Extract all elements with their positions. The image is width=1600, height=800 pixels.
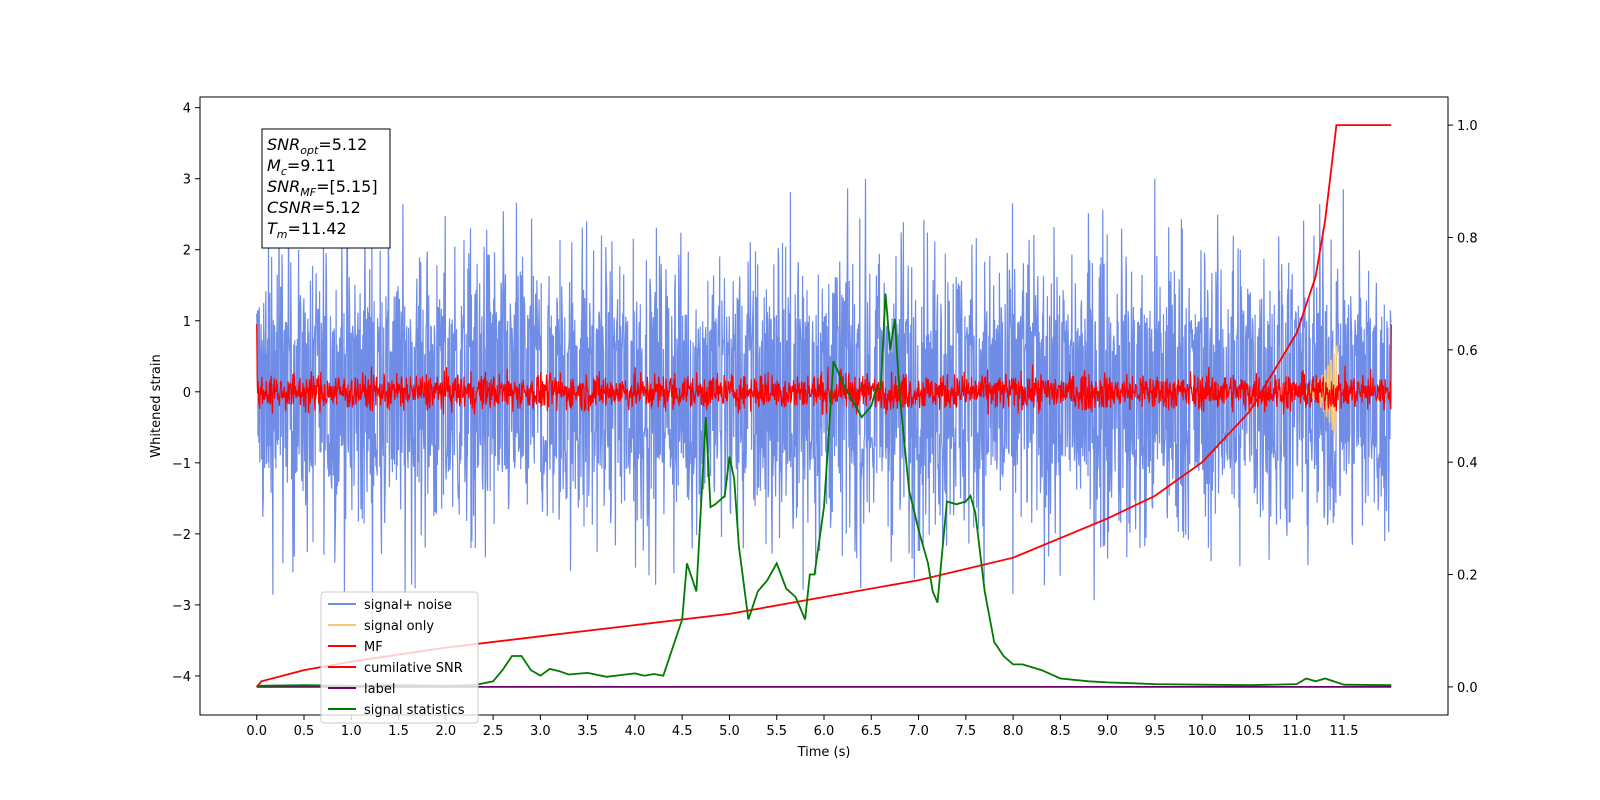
x-tick-label: 10.5 xyxy=(1235,724,1264,739)
y-tick-label: 4 xyxy=(183,102,191,117)
annotation-tm: Tm=11.42 xyxy=(267,219,347,241)
x-tick-label: 0.0 xyxy=(246,724,267,739)
series-mf xyxy=(256,324,1392,415)
legend-label-cumulative-snr: cumilative SNR xyxy=(364,661,463,676)
y-tick-label: 2 xyxy=(183,244,191,259)
x-tick-label: 11.0 xyxy=(1282,724,1311,739)
annotation-snr-mf: SNRMF=[5.15] xyxy=(267,177,378,199)
legend-label-signal-statistics: signal statistics xyxy=(364,703,465,718)
x-tick-label: 5.0 xyxy=(719,724,740,739)
x-tick-label: 5.5 xyxy=(766,724,787,739)
x-tick-label: 0.5 xyxy=(294,724,315,739)
y2-tick-label: 0.4 xyxy=(1457,456,1478,471)
x-tick-label: 8.5 xyxy=(1050,724,1071,739)
y-tick-label: 0 xyxy=(183,386,191,401)
x-tick-label: 6.5 xyxy=(861,724,882,739)
ticks: 0.0 0.5 1.0 1.5 2.0 2.5 3.0 3.5 4.0 4.5 5.0 5.5 6.0 6… xyxy=(172,102,1478,739)
y-tick-label: 1 xyxy=(183,315,191,330)
y2-tick-label: 0.8 xyxy=(1457,231,1478,246)
y-tick-label: −3 xyxy=(172,599,191,614)
legend-frame xyxy=(320,591,479,724)
y-tick-label: −2 xyxy=(172,528,191,543)
legend-label-signal-noise: signal+ noise xyxy=(364,598,452,613)
x-tick-label: 1.0 xyxy=(341,724,362,739)
x-tick-label: 7.0 xyxy=(908,724,929,739)
annotation-frame xyxy=(261,128,391,249)
x-tick-label: 1.5 xyxy=(388,724,409,739)
x-tick-label: 8.0 xyxy=(1003,724,1024,739)
annotation-mc: Mc=9.11 xyxy=(267,156,336,178)
x-tick-label: 9.0 xyxy=(1097,724,1118,739)
y2-tick-label: 0.6 xyxy=(1457,344,1478,359)
series-signal-statistics xyxy=(256,293,1392,687)
annotation-csnr: CSNR=5.12 xyxy=(267,198,361,217)
y2-tick-label: 0.2 xyxy=(1457,569,1478,584)
x-tick-label: 4.5 xyxy=(672,724,693,739)
x-tick-label: 6.0 xyxy=(814,724,835,739)
x-tick-label: 11.5 xyxy=(1330,724,1359,739)
x-tick-label: 10.0 xyxy=(1188,724,1217,739)
legend-label-signal-only: signal only xyxy=(364,619,434,634)
y-axis-label: Whitened strain xyxy=(149,354,164,457)
y-tick-label: −1 xyxy=(172,457,191,472)
x-tick-label: 7.5 xyxy=(955,724,976,739)
legend: signal+ noise signal only MF cumilative … xyxy=(320,591,479,724)
legend-label-mf: MF xyxy=(364,640,383,655)
x-tick-label: 3.5 xyxy=(577,724,598,739)
y2-tick-label: 1.0 xyxy=(1457,119,1478,134)
y2-tick-label: 0.0 xyxy=(1457,681,1478,696)
x-tick-label: 3.0 xyxy=(530,724,551,739)
x-tick-label: 2.5 xyxy=(483,724,504,739)
y-tick-label: 3 xyxy=(183,173,191,188)
y-tick-label: −4 xyxy=(172,670,191,685)
annotation-snr-opt: SNRopt=5.12 xyxy=(267,135,367,157)
annotation-box: SNRopt=5.12 Mc=9.11 SNRMF=[5.15] CSNR=5.… xyxy=(261,128,391,249)
x-tick-label: 4.0 xyxy=(625,724,646,739)
x-tick-label: 2.0 xyxy=(435,724,456,739)
x-axis-label: Time (s) xyxy=(797,745,851,760)
x-tick-label: 9.5 xyxy=(1145,724,1166,739)
legend-label-label: label xyxy=(364,682,395,697)
